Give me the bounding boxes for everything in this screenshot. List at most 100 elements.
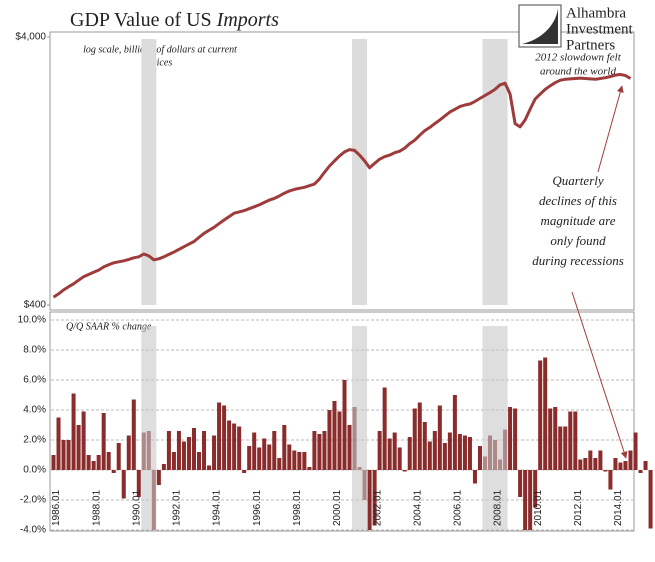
title-emphasis: Imports — [216, 9, 279, 31]
x-tick-label: 2002.01 — [372, 489, 383, 526]
annotation: Quarterly — [552, 173, 604, 188]
bar — [222, 405, 227, 470]
bar — [457, 434, 462, 470]
bar — [648, 470, 653, 529]
annotation: around the world — [540, 66, 616, 78]
bar — [548, 408, 553, 470]
bar — [442, 443, 447, 470]
x-tick-label: 1990.01 — [131, 489, 142, 526]
x-tick-label: 1996.01 — [252, 489, 263, 526]
x-tick-label: 1998.01 — [292, 489, 303, 526]
note: prices — [147, 57, 173, 68]
bar — [588, 450, 593, 470]
bar — [613, 458, 618, 470]
bar — [367, 470, 372, 530]
bar — [71, 393, 76, 470]
bar — [573, 411, 578, 470]
title-main: GDP Value of US — [70, 9, 212, 31]
bar — [372, 470, 377, 526]
bar — [412, 408, 417, 470]
bar — [126, 435, 131, 470]
bar — [267, 444, 272, 470]
bar — [332, 401, 337, 470]
bar — [533, 470, 538, 508]
bar — [327, 410, 332, 470]
bar — [633, 432, 638, 470]
bar — [237, 426, 242, 470]
bar — [101, 413, 106, 470]
bar — [297, 452, 302, 470]
bar — [337, 411, 342, 470]
logo-line: Investment — [566, 21, 633, 37]
x-tick-label: 2014.01 — [613, 489, 624, 526]
bar — [81, 411, 86, 470]
bar — [287, 444, 292, 470]
bar — [176, 431, 181, 470]
bar — [186, 437, 191, 470]
bar — [462, 435, 467, 470]
bar — [207, 465, 212, 470]
bar — [397, 447, 402, 470]
top-frame — [49, 31, 635, 311]
bottom-frame — [49, 311, 635, 532]
bar — [387, 438, 392, 470]
bar — [76, 425, 81, 470]
bar — [322, 431, 327, 470]
bar — [638, 470, 643, 473]
bar — [513, 408, 518, 470]
bar — [437, 405, 442, 470]
x-tick-label: 1988.01 — [91, 489, 102, 526]
bar — [477, 446, 482, 470]
bar — [262, 438, 267, 470]
bar — [181, 441, 186, 470]
y-tick-label: 2.0% — [23, 435, 46, 446]
bar — [593, 458, 598, 470]
bar — [427, 441, 432, 470]
y-tick-label: 0.0% — [23, 465, 46, 476]
y-tick-label: 4.0% — [23, 405, 46, 416]
recession-shade — [482, 39, 508, 305]
bar — [598, 450, 603, 470]
bar — [56, 417, 61, 470]
y-tick-label: $4,000 — [15, 32, 46, 43]
bar — [382, 387, 387, 470]
plot: $400 $4,000 10.0% 8.0% 6.0% 4.0% 2.0% 0.0% -2.0%… — [15, 32, 653, 536]
bar — [166, 431, 171, 470]
line — [52, 72, 632, 299]
bar — [247, 446, 252, 470]
bar — [212, 435, 217, 470]
bar — [171, 452, 176, 470]
bar — [528, 470, 533, 530]
bar — [106, 452, 111, 470]
bar — [61, 440, 66, 470]
bar — [66, 440, 71, 470]
bar — [618, 462, 623, 470]
y-tick-label: 6.0% — [23, 375, 46, 386]
y-tick-label: $400 — [24, 300, 47, 311]
y-tick-label: 8.0% — [23, 345, 46, 356]
bar — [342, 380, 347, 470]
y-tick-label: -4.0% — [20, 525, 46, 536]
bar — [608, 470, 613, 490]
bar — [242, 470, 247, 473]
panel-label: Q/Q SAAR % change — [66, 321, 152, 332]
bar — [558, 426, 563, 470]
bar — [377, 431, 382, 470]
bar — [156, 470, 161, 485]
bar — [227, 420, 232, 470]
chart-title: GDP Value of US Imports — [70, 9, 279, 31]
bar — [347, 425, 352, 470]
logo-line: Partners — [566, 37, 615, 53]
recession-shade — [352, 326, 368, 530]
bar — [472, 470, 477, 484]
recession-shade — [141, 326, 157, 530]
bar — [508, 407, 513, 470]
bar — [467, 437, 472, 470]
annotation: during recessions — [532, 253, 624, 268]
bar — [432, 431, 437, 470]
x-tick-label: 2004.01 — [412, 489, 423, 526]
bar — [623, 461, 628, 470]
x-tick-label: 1994.01 — [212, 489, 223, 526]
bar — [197, 452, 202, 470]
